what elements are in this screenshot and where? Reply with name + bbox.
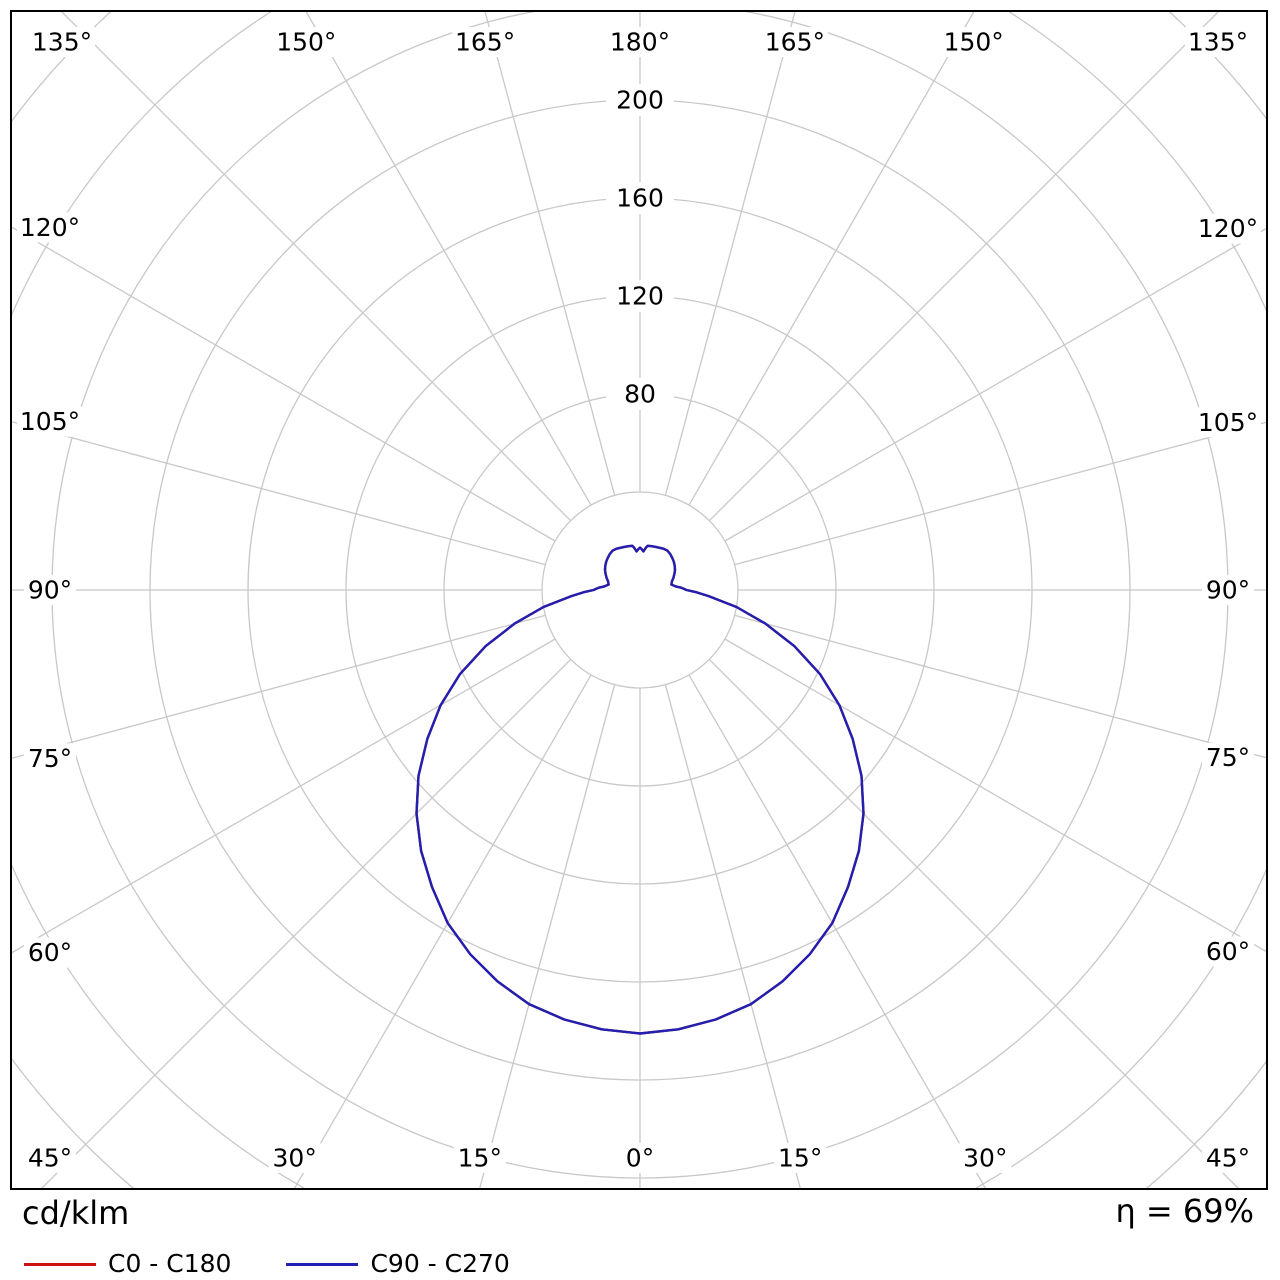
radial-tick-label: 160 [616, 184, 664, 213]
angle-label: 180° [610, 28, 670, 57]
legend-item-c90-c270: C90 - C270 [286, 1249, 510, 1278]
angle-label-mask [621, 1143, 659, 1173]
angle-label-mask [24, 937, 76, 968]
legend: C0 - C180 C90 - C270 [24, 1250, 510, 1278]
grid-spoke [41, 658, 572, 1188]
angle-label-mask [1185, 27, 1251, 57]
grid-spoke [479, 684, 616, 1188]
angle-label-mask [1195, 213, 1261, 244]
angle-label: 165° [765, 28, 825, 57]
grid-spoke [708, 12, 1219, 522]
grid-spoke [12, 226, 556, 542]
angle-label-mask [1202, 742, 1254, 773]
grid-spoke [61, 12, 572, 522]
grid-spoke [305, 12, 592, 506]
angle-label: 75° [28, 744, 72, 773]
grid-spoke [734, 614, 1266, 759]
angle-label: 105° [20, 407, 80, 436]
angle-label-mask [452, 27, 519, 57]
radial-tick-labels: 80 120 160 200 [606, 84, 674, 410]
grid-spoke [12, 421, 546, 566]
angle-label: 150° [944, 28, 1004, 57]
tick-label-mask [606, 280, 674, 312]
c90-c270-line-swatch [286, 1262, 359, 1266]
angle-label: 15° [778, 1144, 822, 1173]
angle-label: 150° [276, 28, 336, 57]
angle-label-mask [29, 27, 95, 57]
angle-label-mask [17, 406, 83, 437]
radial-tick-label: 200 [616, 86, 664, 115]
angle-label: 45° [28, 1144, 72, 1173]
angle-label: 30° [273, 1144, 317, 1173]
angle-label-mask [940, 27, 1007, 57]
angle-label: 75° [1206, 743, 1250, 772]
angle-label: 0° [626, 1144, 654, 1173]
grid-spoke [724, 227, 1266, 542]
polar-diagram-frame: 80 120 160 200 0° 15° 15° 30° 30° 45° 45° 60° 60° 75°… [10, 10, 1268, 1190]
angle-label-mask [24, 575, 76, 605]
grid-spoke [293, 674, 592, 1188]
legend-item-c0-c180: C0 - C180 [24, 1250, 231, 1278]
angle-label: 30° [963, 1144, 1007, 1173]
grid-spoke [12, 638, 556, 954]
angle-label: 105° [1198, 408, 1258, 437]
angle-label-mask [959, 1143, 1012, 1173]
grid-spoke [664, 12, 796, 496]
grid-spoke [484, 12, 616, 496]
angle-label: 165° [455, 28, 515, 57]
grid-spoke [734, 421, 1266, 566]
radial-tick-label: 120 [616, 282, 664, 311]
angle-label-mask [1202, 936, 1254, 967]
c0-c180-line-swatch [24, 1262, 96, 1266]
angle-labels: 0° 15° 15° 30° 30° 45° 45° 60° 60° 75° 75° 90° 90° 10… [17, 27, 1261, 1173]
angle-label-mask [1202, 575, 1254, 605]
grid-spoke [724, 638, 1266, 953]
angle-label-mask [607, 27, 673, 57]
legend-label-c0-c180: C0 - C180 [108, 1249, 232, 1278]
angle-label: 60° [28, 938, 72, 967]
angle-label: 45° [1206, 1144, 1250, 1173]
radial-tick-label: 80 [624, 380, 656, 409]
angle-label-mask [761, 27, 828, 57]
angle-label-mask [24, 1143, 76, 1173]
angle-label-mask [268, 1143, 321, 1173]
angle-label-mask [774, 1143, 827, 1173]
angle-label-mask [1195, 407, 1261, 438]
angle-label-mask [273, 27, 340, 57]
angle-label: 15° [458, 1144, 502, 1173]
grid-spoke [664, 684, 801, 1188]
angle-label-mask [1202, 1143, 1254, 1173]
curve-c90-c270 [415, 544, 865, 1035]
angle-label: 120° [1198, 214, 1258, 243]
angle-label: 60° [1206, 937, 1250, 966]
tick-label-mask [606, 182, 674, 214]
legend-label-c90-c270: C90 - C270 [370, 1249, 510, 1278]
angle-label: 90° [28, 576, 72, 605]
radial-unit-label: cd/klm [22, 1194, 130, 1232]
grid-spoke [12, 614, 546, 759]
angle-label-mask [24, 743, 76, 774]
polar-chart-svg: 80 120 160 200 0° 15° 15° 30° 30° 45° 45° 60° 60° 75°… [12, 12, 1266, 1188]
polar-grid [12, 12, 1266, 1188]
grid-spoke [688, 674, 987, 1188]
grid-circle [541, 491, 739, 689]
tick-label-mask [606, 378, 674, 410]
tick-label-mask [606, 84, 674, 116]
angle-label: 120° [20, 213, 80, 242]
angle-label: 135° [1188, 28, 1248, 57]
angle-label: 90° [1206, 576, 1250, 605]
angle-label: 135° [32, 28, 92, 57]
grid-spoke [708, 658, 1239, 1188]
efficiency-label: η = 69% [1115, 1192, 1254, 1230]
angle-label-mask [453, 1143, 506, 1173]
angle-label-mask [17, 212, 83, 243]
grid-spoke [688, 12, 975, 506]
